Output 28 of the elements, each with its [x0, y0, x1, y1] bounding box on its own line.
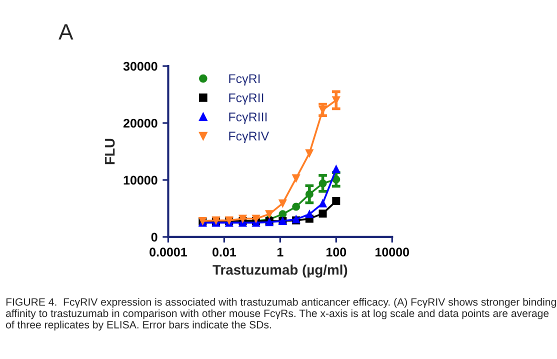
point [292, 174, 300, 182]
point [238, 214, 247, 223]
point [278, 199, 287, 208]
legend-label: FcγRIV [229, 132, 270, 143]
point [332, 197, 340, 206]
point [252, 214, 260, 223]
x-tick-label: 1 [277, 248, 284, 256]
point [305, 149, 314, 158]
y-tick-label: 0 [151, 232, 158, 242]
x-tick-label: 100 [326, 248, 346, 257]
point [265, 210, 274, 218]
point [318, 210, 327, 218]
y-axis-title: FLU [105, 138, 115, 164]
x-tick-label: 0.01 [212, 248, 236, 257]
y-tick-label: 10000 [124, 176, 158, 185]
x-axis-title: Trastuzumab (µg/ml) [212, 264, 348, 278]
y-tick-label: 20000 [123, 118, 158, 128]
legend-label: FcγRII [229, 94, 264, 105]
caption: FIGURE 4. FcγRIV expression is associated with trastuzumab anticancer efficacy. (A) FcγRIV shows stronger binding affinity to trastuzumab in comparison with other mouse FcγRs. The x-axis is at log scale and data points are average of three replicates by ELISA. Error bars indicate the SDs. [6, 298, 556, 331]
x-tick-label: 0.0001 [150, 248, 187, 257]
text: A [58, 24, 74, 40]
x-tick-label: 10000 [376, 248, 409, 257]
point [318, 199, 327, 208]
point [305, 210, 314, 218]
legend-label: FcγRI [229, 74, 260, 86]
point [292, 202, 300, 211]
y-tick-label: 30000 [123, 62, 158, 71]
legend-label: FcγRIII [229, 112, 267, 124]
